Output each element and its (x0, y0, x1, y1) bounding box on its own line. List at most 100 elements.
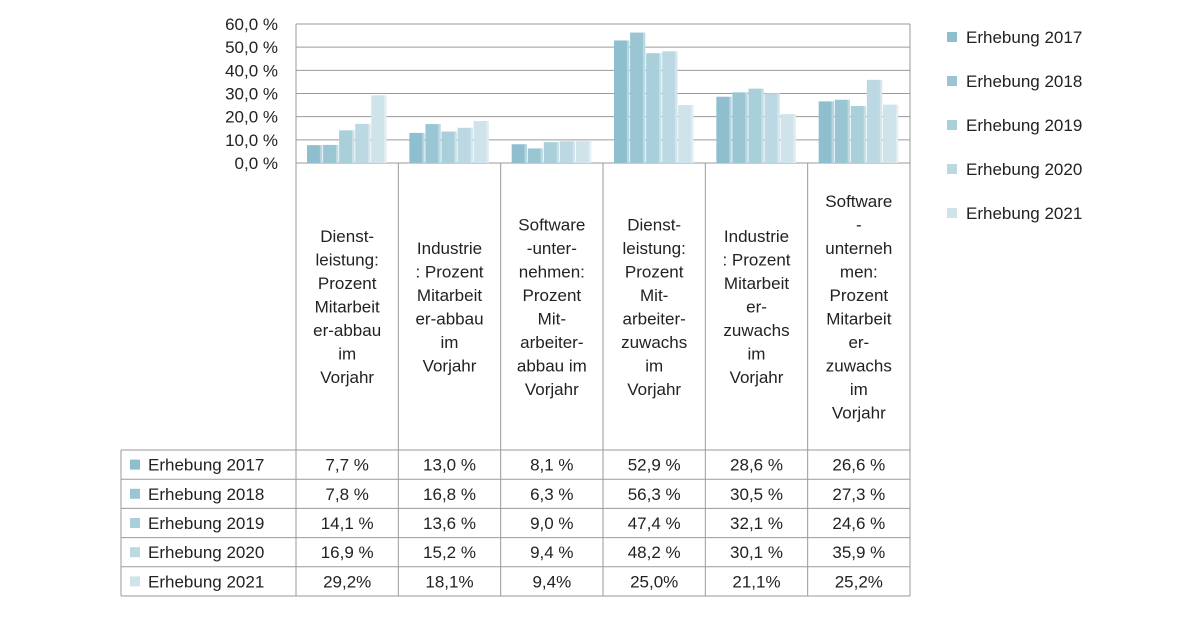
table-value: 13,0 % (423, 456, 476, 475)
table-value: 21,1% (732, 572, 780, 591)
category-label-line: Mitarbeit (724, 274, 789, 293)
category-label-line: Dienst- (320, 227, 374, 246)
category-label-line: Vorjahr (832, 403, 886, 422)
table-series-name: Erhebung 2019 (148, 514, 264, 533)
table-value: 48,2 % (628, 543, 681, 562)
bar-highlight (588, 141, 592, 163)
category-label-line: zuwachs (621, 333, 687, 352)
category-label: Software - unterneh men: Prozent Mitarbeit er-… (825, 192, 892, 423)
bar (748, 88, 764, 163)
table-value: 6,3 % (530, 485, 573, 504)
category-label: Software -unter-nehmen: Prozent Mit-arbeite… (517, 215, 587, 399)
category-label: Dienst-leistung: Prozent Mitarbeit er-abbau… (313, 227, 381, 387)
category-label-line: Industrie (417, 239, 482, 258)
bar-highlight (847, 99, 850, 163)
bar (614, 40, 630, 163)
bar (441, 131, 457, 163)
category-label: Industrie: Prozent Mitarbeit er-zuwachs im V… (722, 227, 790, 387)
legend-swatch (947, 120, 957, 130)
data-table: Dienst-leistung: Prozent Mitarbeit er-abbau… (120, 163, 911, 597)
bar-highlight (368, 123, 371, 163)
table-value: 9,4 % (530, 543, 573, 562)
bar (678, 105, 694, 163)
y-tick-label: 40,0 % (225, 61, 278, 80)
category-label-line: im (645, 356, 663, 375)
category-label-line: - (856, 215, 862, 234)
table-value: 56,3 % (628, 485, 681, 504)
bar (543, 142, 560, 163)
bar-highlight (729, 96, 732, 163)
bar-highlight (319, 145, 323, 163)
gridlines (295, 23, 911, 164)
table-series-name: Erhebung 2020 (148, 543, 264, 562)
bar (764, 93, 780, 163)
category-label-line: Prozent (625, 262, 684, 281)
bars (307, 32, 899, 163)
table-value: 9,4% (532, 572, 571, 591)
table-series-name: Erhebung 2017 (148, 456, 264, 475)
category-label-line: Vorjahr (627, 380, 681, 399)
category-label-line: Software (825, 192, 892, 211)
category-label-line: arbeiter- (623, 309, 686, 328)
table-value: 30,1 % (730, 543, 783, 562)
bar-highlight (335, 144, 339, 163)
table-legend-key (130, 547, 140, 558)
table-legend-key (130, 518, 140, 528)
category-label-line: Dienst- (627, 215, 681, 234)
table-legend-key (130, 459, 140, 470)
category-label-line: zuwachs (826, 356, 892, 375)
category-label-line: Industrie (724, 227, 789, 246)
category-label-line: arbeiter- (520, 333, 583, 352)
table-value: 16,9 % (321, 543, 374, 562)
category-label-line: unterneh (825, 239, 892, 258)
bar-highlight (691, 105, 694, 163)
legend-label: Erhebung 2020 (966, 160, 1082, 179)
bar-highlight (642, 32, 646, 163)
bar (355, 123, 371, 163)
category-label-line: Mitarbeit (315, 298, 380, 317)
category-label-line: Vorjahr (525, 380, 579, 399)
category-label-line: er-abbau (415, 309, 483, 328)
bar (473, 121, 489, 163)
bar-highlight (879, 79, 883, 163)
bar-highlight (831, 101, 834, 163)
legend-label: Erhebung 2019 (966, 116, 1082, 135)
table-series-name: Erhebung 2018 (148, 485, 264, 504)
bar-highlight (556, 142, 560, 163)
bar (425, 124, 441, 163)
y-tick-label: 50,0 % (225, 38, 278, 57)
bar-highlight (422, 132, 425, 163)
category-label-line: im (850, 380, 868, 399)
table-value: 15,2 % (423, 543, 476, 562)
legend-swatch (947, 32, 957, 42)
bar-highlight (675, 51, 678, 163)
category-label-line: Prozent (318, 274, 377, 293)
table-value: 28,6 % (730, 456, 783, 475)
category-label-line: : Prozent (415, 262, 483, 281)
category-label-line: leistung: (316, 251, 379, 270)
table-value: 7,7 % (325, 456, 368, 475)
bar-highlight (761, 88, 764, 163)
table-value: 35,9 % (832, 543, 885, 562)
table-value: 16,8 % (423, 485, 476, 504)
category-label-line: im (338, 345, 356, 364)
bar-highlight (793, 114, 796, 163)
bar-highlight (384, 95, 387, 163)
category-label-line: Software (518, 215, 585, 234)
category-label-line: zuwachs (723, 321, 789, 340)
bar (339, 130, 355, 163)
bar (662, 51, 678, 163)
y-tick-label: 20,0 % (225, 108, 278, 127)
bar-highlight (470, 127, 473, 163)
category-label-line: Mitarbeit (417, 286, 482, 305)
table-value: 25,2% (835, 572, 883, 591)
table-value: 7,8 % (325, 485, 368, 504)
category-label: Industrie: Prozent Mitarbeit er-abbau im Vor… (415, 239, 483, 376)
bar-highlight (659, 53, 662, 163)
category-label-line: : Prozent (722, 251, 790, 270)
category-label-line: men: (840, 262, 878, 281)
table-value: 18,1% (425, 572, 473, 591)
category-label-line: leistung: (623, 239, 686, 258)
y-tick-label: 0,0 % (235, 154, 278, 173)
legend: Erhebung 2017 Erhebung 2018 Erhebung 2019 E… (947, 28, 1082, 223)
